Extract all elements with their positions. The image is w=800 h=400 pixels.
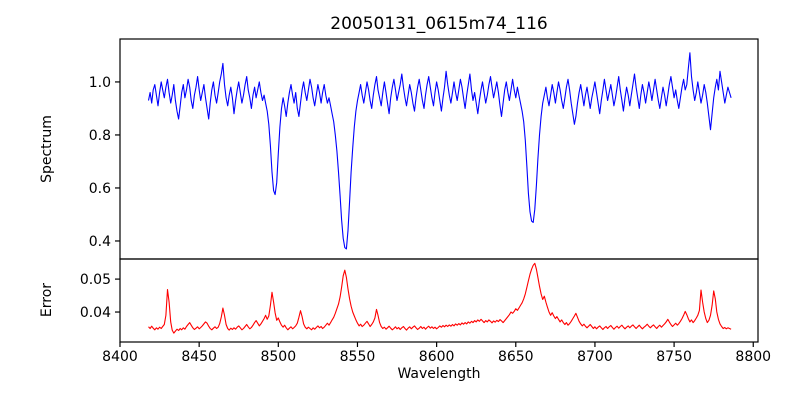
axis-ticks: 0.4 0.6 0.8 1.0 0.04 0.05 8400 8450 8500 8550 8600… <box>80 75 771 365</box>
error-line <box>148 262 732 334</box>
spectrum-line <box>147 52 732 250</box>
error-axes-frame <box>119 258 759 343</box>
x-tick-label: 8650 <box>498 349 534 365</box>
x-tick-label: 8750 <box>656 349 692 365</box>
chart-title: 20050131_0615m74_116 <box>330 14 548 34</box>
x-tick-label: 8400 <box>102 349 138 365</box>
spectrum-y-tick-label: 0.4 <box>89 234 111 250</box>
x-tick-label: 8500 <box>260 349 296 365</box>
x-tick-label: 8550 <box>340 349 376 365</box>
x-tick-label: 8450 <box>181 349 217 365</box>
error-y-tick-label: 0.05 <box>80 272 111 288</box>
spectrum-axes-frame <box>119 38 759 260</box>
x-tick-label: 8600 <box>419 349 455 365</box>
x-tick-label: 8700 <box>577 349 613 365</box>
spectrum-y-tick-label: 0.8 <box>89 128 111 144</box>
x-tick-label: 8800 <box>735 349 771 365</box>
spectrum-y-tick-label: 0.6 <box>89 181 111 197</box>
error-y-tick-label: 0.04 <box>80 305 111 321</box>
x-axis-label: Wavelength <box>397 366 481 382</box>
spectrum-y-tick-label: 1.0 <box>89 75 111 91</box>
data-lines <box>147 52 732 334</box>
